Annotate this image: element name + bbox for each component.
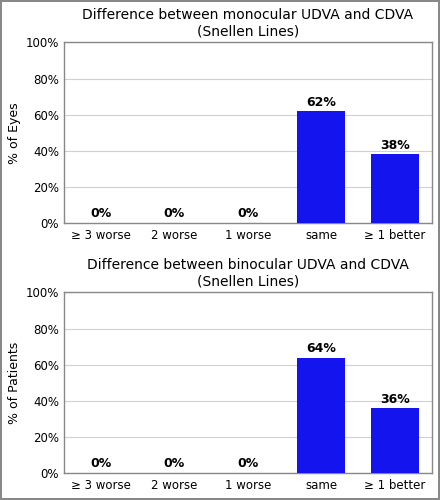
Text: 38%: 38% — [380, 140, 410, 152]
Text: 64%: 64% — [306, 342, 336, 355]
Text: 0%: 0% — [237, 208, 258, 220]
Text: 0%: 0% — [90, 208, 111, 220]
Title: Difference between binocular UDVA and CDVA
(Snellen Lines): Difference between binocular UDVA and CD… — [87, 258, 409, 288]
Bar — [297, 358, 345, 473]
Bar — [371, 154, 419, 223]
Text: 36%: 36% — [380, 393, 410, 406]
Text: 0%: 0% — [90, 458, 111, 470]
Text: 0%: 0% — [237, 458, 258, 470]
Title: Difference between monocular UDVA and CDVA
(Snellen Lines): Difference between monocular UDVA and CD… — [82, 8, 413, 38]
Bar — [297, 111, 345, 223]
Y-axis label: % of Patients: % of Patients — [8, 342, 21, 424]
Text: 62%: 62% — [306, 96, 336, 109]
Y-axis label: % of Eyes: % of Eyes — [8, 102, 21, 164]
Bar — [371, 408, 419, 473]
Text: 0%: 0% — [164, 458, 185, 470]
Text: 0%: 0% — [164, 208, 185, 220]
